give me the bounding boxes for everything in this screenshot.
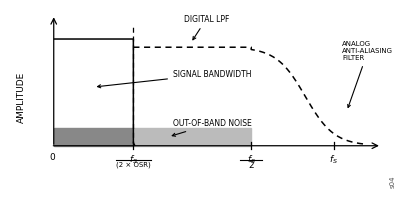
Text: SIGNAL BANDWIDTH: SIGNAL BANDWIDTH: [97, 69, 251, 88]
Bar: [133, 128, 251, 146]
Text: ANALOG
ANTI-ALIASING
FILTER: ANALOG ANTI-ALIASING FILTER: [342, 41, 393, 108]
Text: OUT-OF-BAND NOISE: OUT-OF-BAND NOISE: [172, 119, 251, 136]
Text: s04: s04: [389, 175, 395, 188]
Text: 2: 2: [248, 162, 254, 171]
Text: $f_S$: $f_S$: [128, 153, 137, 166]
Text: (2 × OSR): (2 × OSR): [116, 162, 151, 168]
Text: DIGITAL LPF: DIGITAL LPF: [183, 14, 229, 40]
Text: 0: 0: [49, 153, 55, 162]
Text: $f_S$: $f_S$: [246, 153, 255, 166]
Text: AMPLITUDE: AMPLITUDE: [17, 72, 26, 123]
Bar: [54, 128, 133, 146]
Text: $f_S$: $f_S$: [329, 153, 338, 166]
